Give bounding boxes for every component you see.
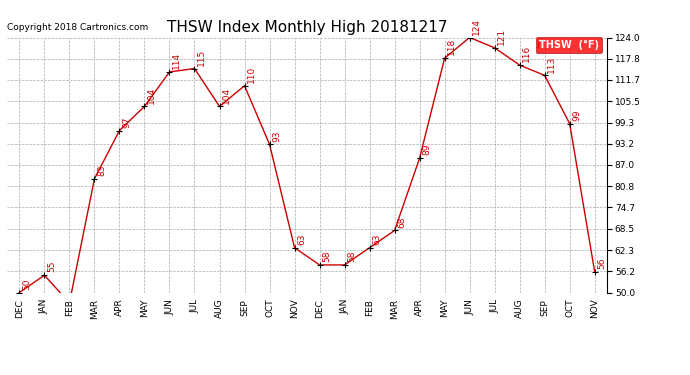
Text: 56: 56 — [598, 258, 607, 269]
Text: 124: 124 — [473, 18, 482, 35]
Text: 99: 99 — [573, 110, 582, 121]
Legend: THSW  (°F): THSW (°F) — [535, 37, 602, 53]
Text: 97: 97 — [122, 116, 131, 128]
Text: 50: 50 — [22, 278, 31, 290]
Text: 58: 58 — [347, 251, 356, 262]
Text: 104: 104 — [147, 87, 156, 104]
Text: 63: 63 — [297, 233, 306, 245]
Text: 83: 83 — [97, 165, 106, 176]
Text: 121: 121 — [497, 28, 506, 45]
Text: 58: 58 — [322, 251, 331, 262]
Text: 104: 104 — [222, 87, 231, 104]
Text: 113: 113 — [547, 56, 556, 73]
Text: 114: 114 — [172, 52, 181, 69]
Text: 93: 93 — [273, 130, 282, 141]
Text: 110: 110 — [247, 66, 256, 83]
Text: 47: 47 — [0, 374, 1, 375]
Text: 116: 116 — [522, 45, 531, 62]
Text: 55: 55 — [47, 261, 56, 273]
Text: 115: 115 — [197, 48, 206, 66]
Text: 89: 89 — [422, 144, 431, 155]
Text: 63: 63 — [373, 233, 382, 245]
Text: 118: 118 — [447, 38, 456, 56]
Title: THSW Index Monthly High 20181217: THSW Index Monthly High 20181217 — [167, 20, 447, 35]
Text: Copyright 2018 Cartronics.com: Copyright 2018 Cartronics.com — [7, 23, 148, 32]
Text: 68: 68 — [397, 216, 406, 228]
